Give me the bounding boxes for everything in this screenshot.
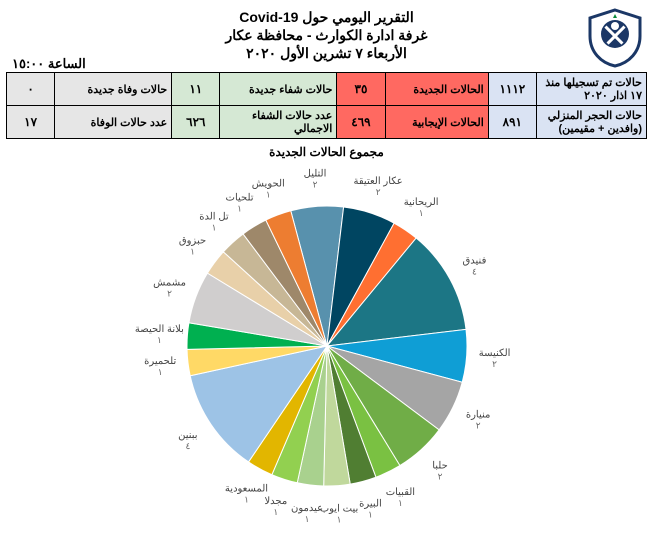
slice-value: ١ [304,514,309,524]
slice-value: ٤ [472,266,477,276]
slice-label: حبزوق [178,235,205,246]
slice-label: البيرة [359,498,382,509]
slice-label: المسعودية [224,483,267,494]
stat-label: عدد حالات الشفاء الاجمالي [220,106,337,139]
stat-label: حالات الحجر المنزلي (وافدين + مقيمين) [536,106,646,139]
slice-value: ١ [190,246,195,256]
stat-label: عدد حالات الوفاة [55,106,172,139]
stat-value: ٨٩١ [488,106,536,139]
slice-label: التليل [303,168,326,179]
slice-value: ١ [211,223,216,233]
slice-label: تل الدة [199,212,229,223]
slice-value: ٤ [185,441,190,451]
slice-label: بلانة الحيصة [134,324,183,335]
slice-value: ١ [265,190,270,200]
slice-label: مجدلا [264,496,287,507]
slice-label: بيت ايوب [319,504,358,515]
slice-value: ١ [157,335,162,345]
stat-label: الحالات الإيجابية [385,106,488,139]
slice-value: ٢ [167,288,172,298]
slice-label: الريحانية [403,197,438,208]
slice-label: تلحميرة [144,356,176,367]
slice-label: الكنيسة [478,348,510,359]
logo [585,8,645,68]
slice-label: ببنين [178,430,197,441]
time-label: الساعة ١٥:٠٠ [12,56,86,72]
slice-value: ٢ [492,359,497,369]
title-line-2: غرفة ادارة الكوارث - محافظة عكار [0,27,653,44]
slice-value: ١ [336,515,341,525]
header: التقرير اليومي حول Covid-19 غرفة ادارة ا… [0,0,653,62]
slice-value: ١ [244,494,249,504]
slice-value: ٢ [437,471,442,481]
slice-label: القبيات [385,487,414,498]
slice-label: تلحيات [225,193,253,204]
slice-value: ٢ [375,187,380,197]
slice-label: عكار العتيقة [353,176,402,187]
slice-label: فنيدق [462,255,486,266]
title-line-1: التقرير اليومي حول Covid-19 [0,9,653,26]
slice-label: مشمش [153,277,186,288]
slice-label: عيدمون [291,503,323,514]
title-line-3: الأربعاء ٧ تشرين الأول ٢٠٢٠ [0,45,653,62]
chart-title: مجموع الحالات الجديدة [0,145,653,159]
pie-chart: التليل٢عكار العتيقة٢الريحانية١فنيدق٤الكن… [97,161,557,531]
slice-label: الحويش [251,179,284,190]
stat-label: حالات تم تسجيلها منذ ١٧ اذار ٢٠٢٠ [536,73,646,106]
stat-label: حالات شفاء جديدة [220,73,337,106]
slice-value: ١ [397,498,402,508]
stat-value: ١١١٢ [488,73,536,106]
slice-value: ١ [273,507,278,517]
slice-value: ١ [368,509,373,519]
slice-value: ٢ [475,420,480,430]
slice-value: ١ [157,367,162,377]
stats-table: حالات تم تسجيلها منذ ١٧ اذار ٢٠٢٠١١١٢الح… [6,72,647,139]
stat-value: ٦٢٦ [172,106,220,139]
stat-value: ١٧ [7,106,55,139]
stat-value: ٤٦٩ [337,106,385,139]
slice-value: ١ [418,208,423,218]
stat-value: ٣٥ [337,73,385,106]
slice-label: حلبا [432,460,448,471]
stat-label: حالات وفاة جديدة [55,73,172,106]
slice-value: ٢ [312,179,317,189]
slice-value: ١ [237,204,242,214]
stat-value: ٠ [7,73,55,106]
slice-label: منيارة [465,409,490,420]
stat-value: ١١ [172,73,220,106]
stat-label: الحالات الجديدة [385,73,488,106]
